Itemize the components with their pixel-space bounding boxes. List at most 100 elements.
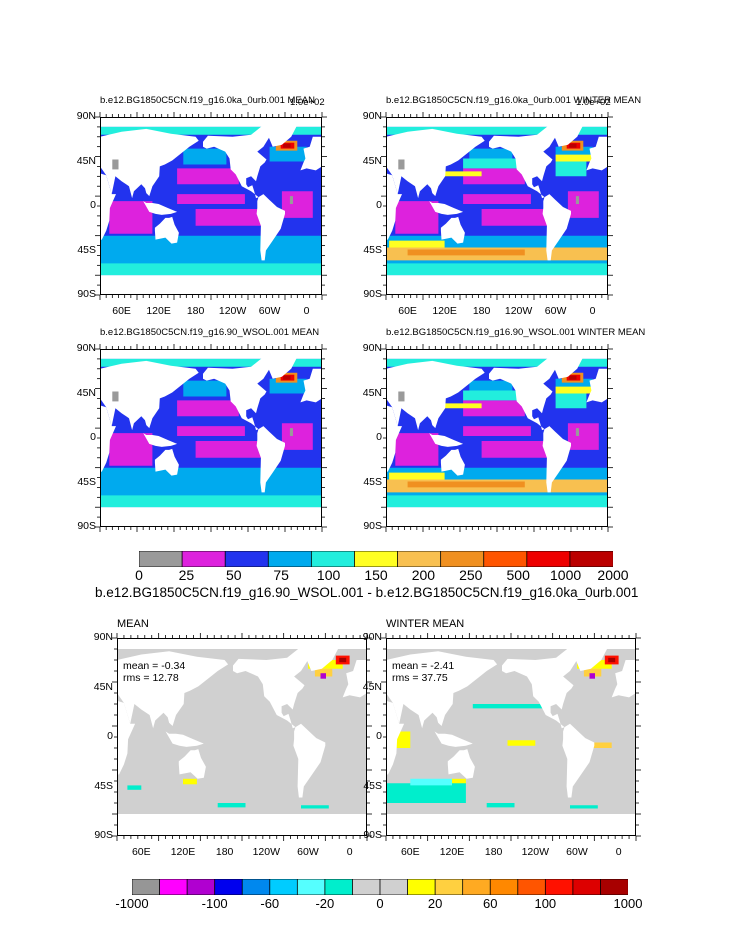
lat-tick-label: 90S bbox=[363, 288, 382, 300]
colorbar-swatch bbox=[269, 879, 299, 895]
colorbar-difference-label: 100 bbox=[534, 896, 557, 911]
difference-stats: mean = -2.41 rms = 37.75 bbox=[392, 660, 454, 684]
map-field bbox=[381, 112, 613, 300]
lat-tick-label: 45S bbox=[363, 475, 382, 488]
lon-tick-label: 60E bbox=[398, 305, 417, 317]
colorbar-swatch bbox=[526, 551, 571, 567]
colorbar-main-label: 50 bbox=[226, 567, 242, 583]
colorbar-main-label: 75 bbox=[273, 567, 289, 583]
rms-value: rms = 37.75 bbox=[392, 672, 448, 684]
lat-tick-label: 45S bbox=[363, 779, 382, 792]
land-samerica bbox=[542, 194, 571, 261]
colorbar-swatch bbox=[352, 879, 381, 895]
difference-panel-title: WINTER MEAN bbox=[386, 618, 465, 630]
lat-tick-label: 90N bbox=[362, 631, 382, 643]
colorbar-main-label: 1000 bbox=[550, 567, 582, 583]
lat-tick-label: 45N bbox=[93, 680, 113, 693]
land-antarctica bbox=[386, 814, 636, 836]
land-greenland bbox=[305, 644, 340, 671]
lat-tick-label: 90N bbox=[76, 110, 96, 122]
colorbar-swatch bbox=[224, 551, 269, 567]
land-eurasia bbox=[386, 128, 485, 199]
colorbar-swatch bbox=[139, 551, 183, 567]
lat-tick-label: 90S bbox=[363, 829, 382, 841]
difference-panel-title: MEAN bbox=[117, 618, 149, 630]
colorbar-main-label: 250 bbox=[459, 567, 483, 583]
land-africa bbox=[113, 700, 136, 776]
land-eurasia bbox=[100, 128, 199, 199]
colorbar-swatch bbox=[296, 879, 326, 895]
land-europe bbox=[300, 368, 322, 403]
panel-scale-label: 1.0e+02 bbox=[576, 97, 611, 108]
lat-tick-label: 90N bbox=[76, 342, 96, 354]
lon-tick-label: 0 bbox=[615, 846, 622, 858]
land-africa bbox=[382, 173, 402, 241]
colorbar-swatch bbox=[214, 879, 243, 895]
land-europe bbox=[342, 660, 367, 698]
lat-tick-label: 90S bbox=[363, 520, 382, 532]
lat-tick-label: 45S bbox=[77, 475, 96, 488]
colorbar-swatch bbox=[186, 879, 216, 895]
colorbar-main-label: 100 bbox=[316, 567, 341, 583]
colorbar-swatch bbox=[544, 879, 574, 895]
lat-tick-label: 45N bbox=[362, 154, 382, 167]
colorbar-difference-label: 20 bbox=[427, 896, 443, 911]
land-namerica bbox=[502, 645, 591, 729]
colorbar-swatch bbox=[132, 879, 161, 895]
land-samerica bbox=[562, 723, 595, 798]
land-eurasia bbox=[386, 651, 498, 729]
colorbar-swatch bbox=[407, 879, 436, 895]
panel-title: b.e12.BG1850C5CN.f19_g16.90_WSOL.001 WIN… bbox=[386, 327, 646, 338]
colorbar-swatch bbox=[379, 879, 409, 895]
land-indonesia bbox=[143, 433, 178, 447]
colorbar-main-label: 25 bbox=[178, 567, 195, 583]
colorbar-swatch bbox=[267, 551, 313, 567]
lat-tick-label: 0 bbox=[90, 199, 96, 211]
colorbar-main-label: 0 bbox=[135, 567, 143, 583]
colorbar-swatch bbox=[569, 551, 613, 567]
difference-map bbox=[112, 633, 372, 841]
difference-stats: mean = -0.34 rms = 12.78 bbox=[123, 660, 185, 684]
colorbar-swatch bbox=[324, 879, 354, 895]
land-antarctica bbox=[117, 814, 367, 836]
lon-tick-label: 60W bbox=[297, 846, 319, 858]
lat-tick-label: 0 bbox=[376, 199, 382, 211]
colorbar-difference-label: -100 bbox=[201, 896, 228, 911]
land-greenland bbox=[267, 122, 298, 147]
lat-tick-label: 45S bbox=[77, 243, 96, 256]
land-namerica bbox=[489, 123, 568, 199]
colorbar-swatch bbox=[483, 551, 528, 567]
land-eurasia bbox=[100, 360, 199, 431]
colorbar-main-label: 500 bbox=[506, 567, 530, 583]
lat-tick-label: 90N bbox=[362, 342, 382, 354]
lon-tick-label: 60W bbox=[544, 305, 567, 317]
panel-scale-label: 1.0e+02 bbox=[290, 97, 325, 108]
colorbar-difference-label: -1000 bbox=[115, 896, 149, 911]
land-samerica bbox=[293, 723, 326, 798]
lon-tick-label: 60W bbox=[566, 846, 588, 858]
land-namerica bbox=[489, 355, 568, 431]
map-field bbox=[381, 344, 613, 532]
panel-title: b.e12.BG1850C5CN.f19_g16.0ka_0urb.001 WI… bbox=[386, 95, 642, 106]
lat-tick-label: 90N bbox=[362, 110, 382, 122]
map-field bbox=[95, 344, 327, 532]
land-australia bbox=[440, 216, 465, 244]
panel-title: b.e12.BG1850C5CN.f19_g16.90_WSOL.001 MEA… bbox=[100, 327, 320, 338]
colorbar-swatch bbox=[354, 551, 399, 567]
lat-tick-label: 45S bbox=[363, 243, 382, 256]
colorbar-swatch bbox=[434, 879, 464, 895]
lat-tick-label: 90S bbox=[77, 288, 96, 300]
colorbar-swatch bbox=[397, 551, 442, 567]
lat-tick-label: 45N bbox=[76, 154, 96, 167]
lat-tick-label: 45S bbox=[94, 779, 113, 792]
land-australia bbox=[440, 448, 465, 476]
colorbar-difference-label: 0 bbox=[376, 896, 384, 911]
lon-tick-label: 0 bbox=[303, 305, 310, 317]
land-samerica bbox=[542, 426, 571, 493]
lat-tick-label: 0 bbox=[376, 730, 382, 742]
lon-tick-label: 0 bbox=[589, 305, 596, 317]
land-antarctica bbox=[100, 507, 322, 527]
land-europe bbox=[586, 368, 608, 403]
land-indonesia bbox=[429, 433, 464, 447]
mean-value: mean = -2.41 bbox=[392, 660, 455, 672]
